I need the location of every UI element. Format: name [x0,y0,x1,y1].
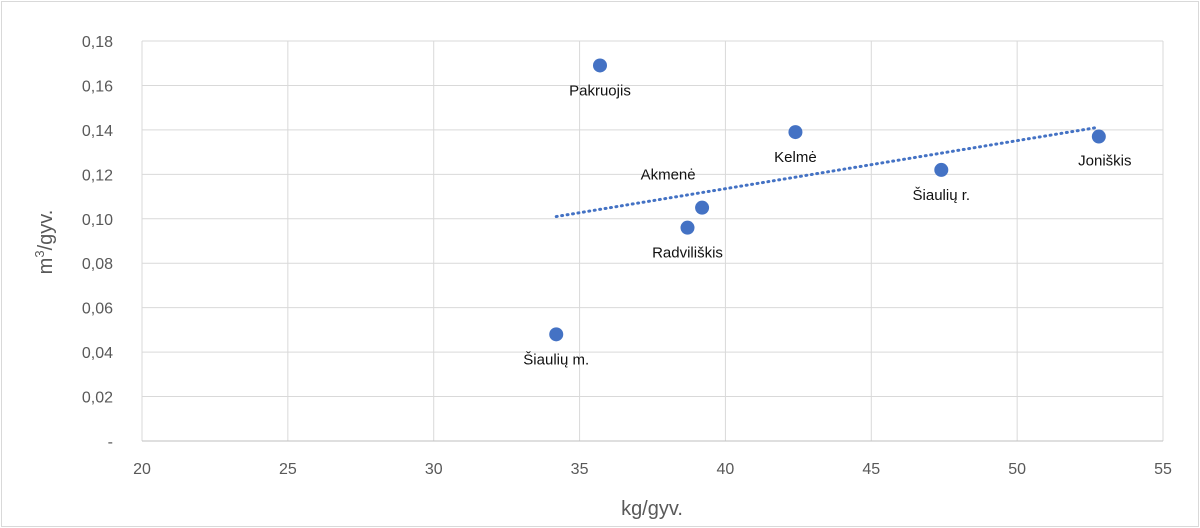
gridlines [141,40,1164,441]
y-tick-label: 0,12 [82,167,113,184]
y-axis-title-sup: 3 [32,250,47,257]
data-point [549,327,564,342]
y-tick-label: 0,02 [82,390,113,407]
y-tick-label: 0,06 [82,301,113,318]
data-point [592,58,607,73]
y-tick-label: 0,18 [82,34,113,51]
data-point [695,200,710,215]
x-tick-label: 40 [717,461,735,478]
data-point [934,162,949,177]
point-label: Akmenė [641,167,696,184]
point-label: Radviliškis [652,245,723,262]
y-axis-title-base: m [35,258,57,275]
point-label: Šiaulių r. [913,187,971,204]
point-label: Šiaulių m. [523,351,589,368]
data-point [680,220,695,235]
trendline-group [554,126,1098,219]
y-tick-label: - [108,434,113,451]
y-tick-label: 0,14 [82,123,113,140]
x-tick-label: 35 [571,461,589,478]
tick-labels: - 0,02 0,04 0,06 0,08 0,10 0,12 0,14 0,16 0,18 20 2… [82,34,1172,478]
x-tick-label: 30 [425,461,443,478]
point-label: Pakruojis [569,82,631,99]
x-tick-label: 50 [1008,461,1026,478]
data-point [788,125,803,140]
y-tick-label: 0,04 [82,345,113,362]
data-points: Pakruojis Kelmė Joniškis Šiaulių r. Akmenė Ra… [523,58,1132,368]
x-axis-title: kg/gyv. [621,498,683,520]
y-axis-title-rest: /gyv. [35,210,57,251]
point-label: Kelmė [774,149,817,166]
x-tick-label: 20 [133,461,151,478]
y-tick-label: 0,08 [82,256,113,273]
x-tick-label: 55 [1154,461,1172,478]
data-point [1091,129,1106,144]
y-tick-label: 0,10 [82,212,113,229]
x-tick-label: 25 [279,461,297,478]
point-label: Joniškis [1078,153,1131,170]
x-tick-label: 45 [862,461,880,478]
y-axis-title: m3/gyv. [32,210,57,275]
y-tick-label: 0,16 [82,78,113,95]
trendline [554,126,1098,219]
